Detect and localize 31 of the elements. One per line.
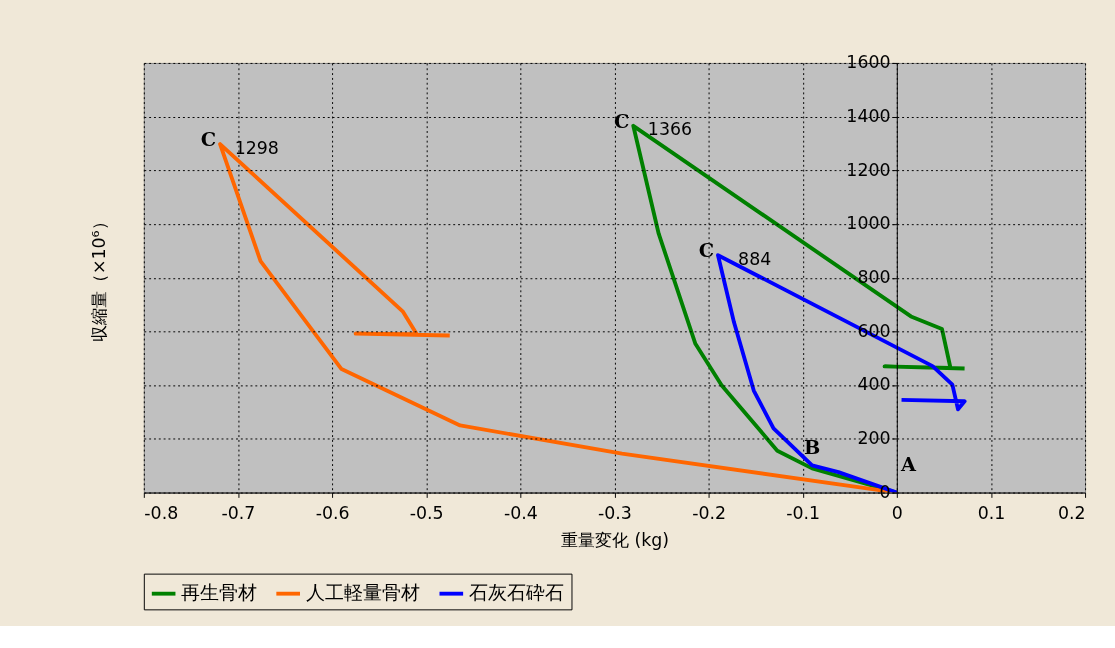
annotation: C <box>698 239 715 263</box>
legend-label: 再生骨材 <box>181 581 258 605</box>
x-tick-label: -0.5 <box>409 503 444 524</box>
y-tick-label: 200 <box>857 428 891 449</box>
x-tick-label: -0.4 <box>503 503 538 524</box>
x-tick-label: -0.2 <box>692 503 726 524</box>
y-tick-label: 1400 <box>846 105 891 126</box>
legend-label: 人工軽量骨材 <box>306 581 421 605</box>
x-tick-label: -0.8 <box>144 503 179 524</box>
y-tick-label: 1600 <box>846 52 891 73</box>
y-tick-label: 1000 <box>846 213 891 234</box>
y-tick-label: 0 <box>879 481 891 502</box>
annotation: A <box>899 453 917 477</box>
annotation: C <box>200 127 217 151</box>
x-tick-label: 0.2 <box>1057 503 1086 524</box>
legend-label: 石灰石砕石 <box>469 581 565 605</box>
y-tick-label: 1200 <box>846 159 891 180</box>
y-axis-title: 収縮量（×10⁶） <box>89 213 110 343</box>
y-tick-label: 400 <box>857 374 891 395</box>
annotation: 1298 <box>234 137 279 158</box>
annotation: 884 <box>738 248 772 269</box>
x-tick-label: -0.3 <box>598 503 632 524</box>
x-tick-label: 0.1 <box>977 503 1006 524</box>
y-tick-label: 800 <box>857 267 891 288</box>
annotation: C <box>614 109 630 133</box>
x-axis-title: 重量変化 (kg) <box>560 530 670 551</box>
annotation: B <box>803 435 821 459</box>
x-tick-label: -0.7 <box>221 503 256 524</box>
annotation: 1366 <box>647 119 693 140</box>
x-tick-label: -0.1 <box>786 503 821 524</box>
x-tick-label: -0.6 <box>315 503 350 524</box>
